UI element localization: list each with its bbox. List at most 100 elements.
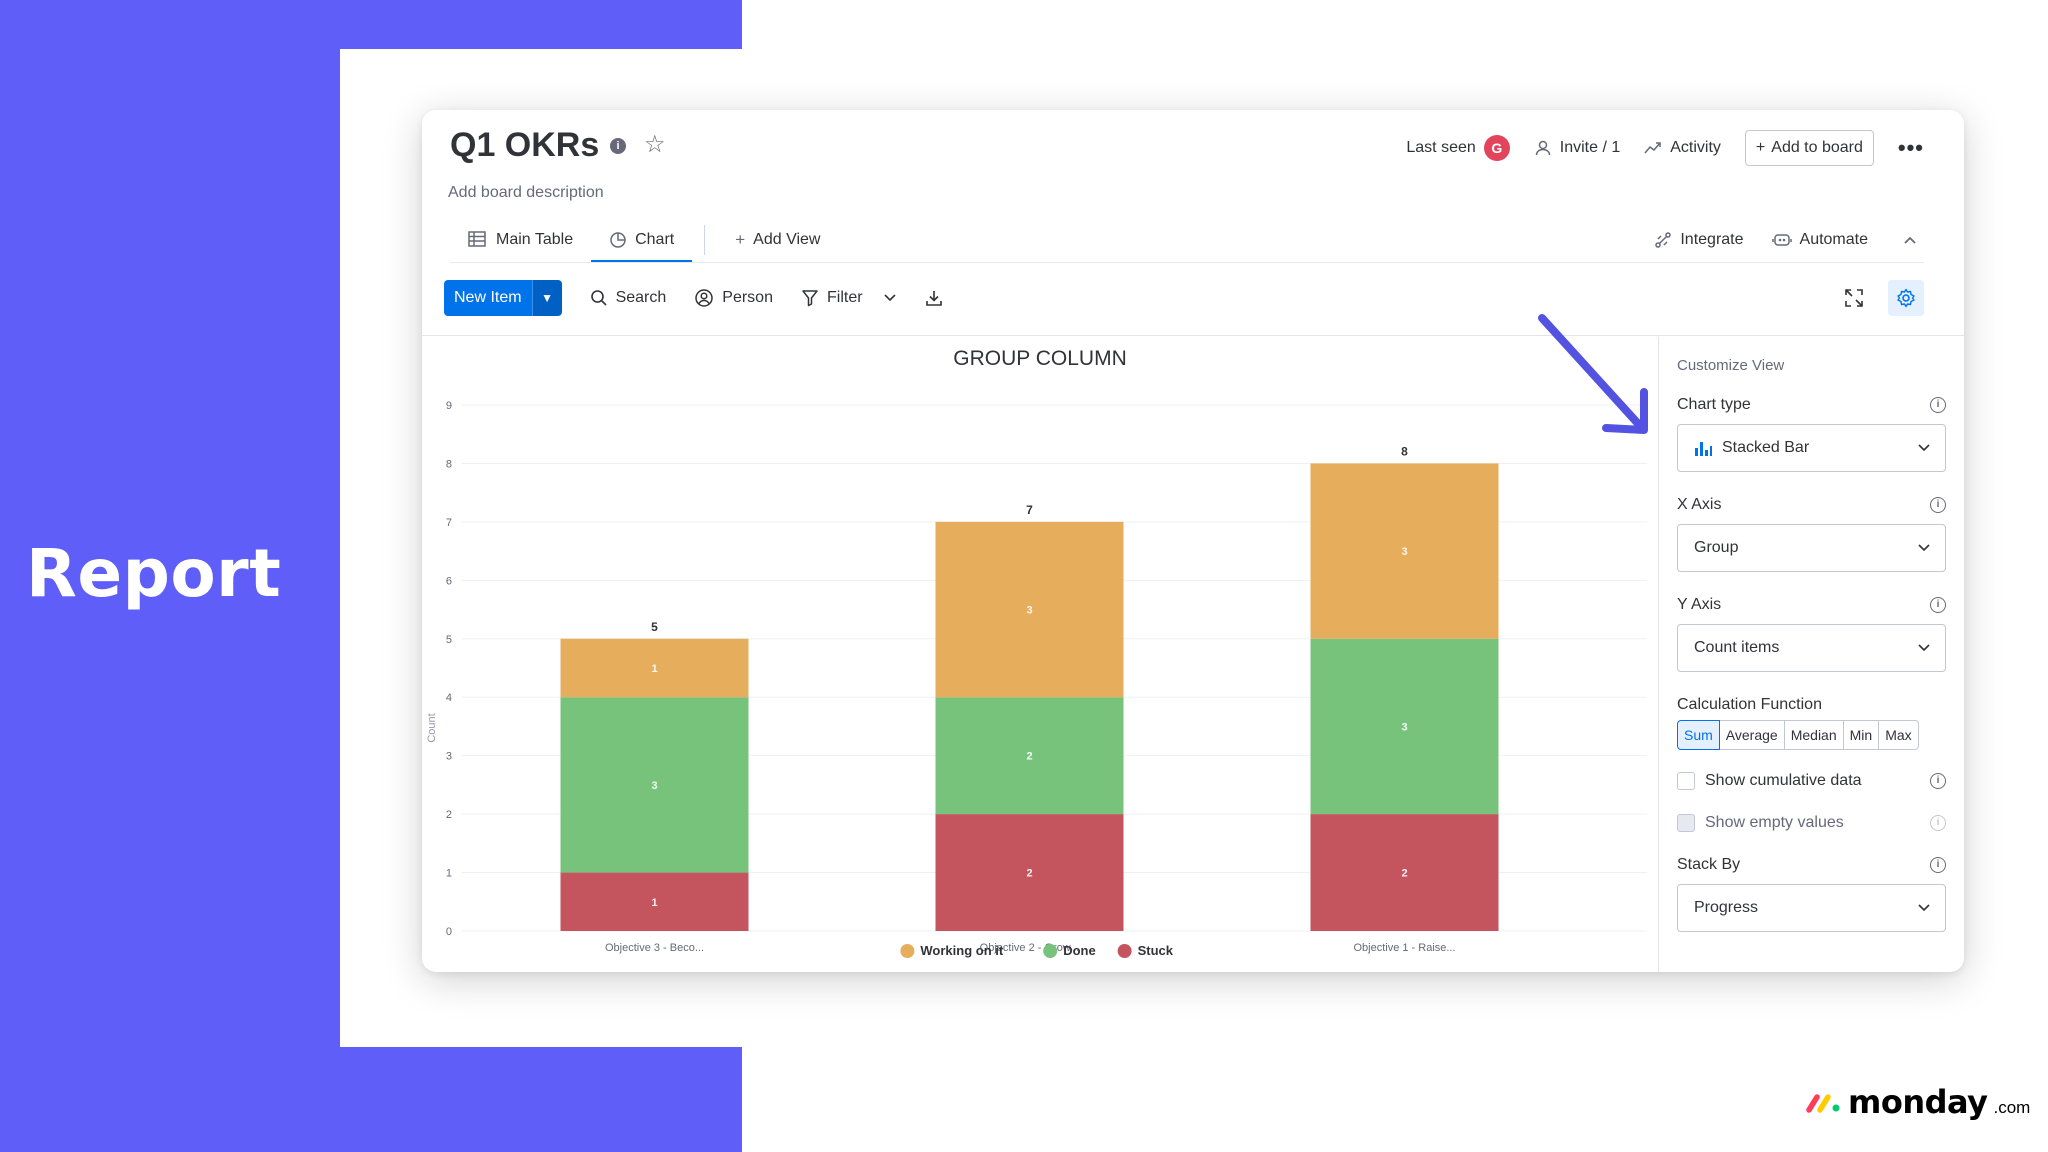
bar-segment-label: 3 [1026,605,1032,617]
fullscreen-icon[interactable] [1844,288,1864,308]
bar-segment-label: 3 [1401,721,1407,733]
view-tabs: Main Table Chart + Add View [450,218,838,262]
robot-icon [1771,234,1792,246]
y-tick-label: 3 [446,751,452,763]
last-seen[interactable]: Last seen G [1406,135,1510,161]
view-actions: Integrate Automate [1654,218,1924,262]
y-axis-row: Y Axis i [1677,596,1946,614]
x-axis-row: X Axis i [1677,496,1946,514]
y-axis-dropdown[interactable]: Count items [1677,624,1946,672]
bar-segment-label: 3 [1401,546,1407,558]
chart-type-dropdown[interactable]: Stacked Bar [1677,424,1946,472]
empty-values-row: Show empty values i [1677,814,1946,832]
calculation-function-label: Calculation Function [1677,696,1822,713]
calc-median-button[interactable]: Median [1784,720,1844,750]
last-seen-label: Last seen [1406,139,1476,156]
bar-total-label: 8 [1401,444,1408,458]
info-icon[interactable]: i [1930,857,1946,873]
bar-segment [1310,814,1499,931]
slide-heading: Report [26,535,282,612]
chevron-down-icon[interactable]: ▼ [531,280,562,316]
search-icon [590,290,607,306]
board-title[interactable]: Q1 OKRs [450,126,600,164]
board-window: Q1 OKRs i ☆ Add board description Last s… [422,110,1964,972]
chart-type-value: Stacked Bar [1722,439,1810,456]
calc-max-button[interactable]: Max [1879,720,1919,750]
export-button[interactable] [925,289,943,307]
y-tick-label: 1 [446,868,452,880]
bar-segment [560,638,749,698]
collapse-header-button[interactable] [1896,226,1924,254]
calc-sum-button[interactable]: Sum [1677,720,1720,750]
invite-label: Invite / 1 [1559,139,1621,156]
settings-button[interactable] [1888,280,1924,316]
search-button[interactable]: Search [590,289,666,307]
info-icon[interactable]: i [1930,597,1946,613]
cumulative-data-checkbox[interactable] [1677,772,1695,790]
new-item-label[interactable]: New Item [444,280,532,316]
automate-button[interactable]: Automate [1771,231,1868,249]
bar-segment [935,521,1124,698]
filter-icon [802,290,818,307]
empty-values-checkbox[interactable] [1677,814,1695,832]
add-to-board-button[interactable]: + Add to board [1744,130,1874,166]
bar-segment-label: 2 [1026,868,1032,880]
bar-segment [935,814,1124,931]
calc-min-button[interactable]: Min [1843,720,1880,750]
info-icon[interactable]: i [1930,497,1946,513]
bar-segment [1310,638,1499,815]
tab-chart[interactable]: Chart [591,218,693,262]
bar-segment-label: 2 [1026,751,1032,763]
stack-by-row: Stack By i [1677,856,1946,874]
legend-label: Working on it [920,943,1003,958]
new-item-button[interactable]: New Item ▼ [444,280,562,316]
board-header: Q1 OKRs i ☆ Add board description Last s… [422,110,1964,336]
info-icon[interactable]: i [1930,773,1946,789]
tab-add-view-label: Add View [753,231,821,248]
pie-chart-icon [610,232,626,248]
bar-segment [1310,463,1499,639]
brand-logo: monday .com [1806,1083,2030,1121]
header-actions: Last seen G Invite / 1 Activity + Add to… [1406,130,1924,166]
y-tick-label: 7 [446,517,452,529]
tab-divider [704,225,706,255]
board-description[interactable]: Add board description [448,184,604,201]
y-axis-label: Count [426,713,438,742]
info-icon[interactable]: i [1930,397,1946,413]
tab-add-view[interactable]: + Add View [717,218,838,262]
y-tick-label: 6 [446,575,452,587]
invite-button[interactable]: Invite / 1 [1534,139,1620,157]
chart-area: GROUP COLUMN 0 1 2 3 4 5 6 7 8 9 Count 1 3 1 5 Objective… [422,337,1658,972]
chevron-down-icon[interactable] [883,293,897,303]
star-icon[interactable]: ☆ [644,131,666,158]
more-options-icon[interactable]: ••• [1897,135,1924,160]
person-filter-button[interactable]: Person [694,288,773,308]
avatar[interactable]: G [1483,135,1510,161]
slide-background-top [340,0,742,49]
header-divider [450,262,1924,263]
y-tick-label: 0 [446,926,452,938]
download-icon [925,291,942,306]
y-tick-label: 8 [446,458,452,470]
bar-chart-icon [1694,440,1712,456]
tab-chart-label: Chart [635,231,675,248]
stack-by-dropdown[interactable]: Progress [1677,884,1946,932]
plus-icon: + [1755,139,1766,156]
filter-label: Filter [826,289,863,306]
info-icon[interactable]: i [610,138,626,154]
integrate-button[interactable]: Integrate [1654,231,1744,249]
calc-average-button[interactable]: Average [1719,720,1785,750]
activity-button[interactable]: Activity [1644,139,1721,157]
automate-label: Automate [1799,231,1868,248]
calculation-function-group: Sum Average Median Min Max [1677,720,1946,750]
filter-button[interactable]: Filter [801,289,897,307]
x-tick-label: Objective 1 - Raise... [1353,942,1455,954]
bar-segment [935,697,1124,815]
info-icon: i [1930,815,1946,831]
bar-segment-label: 2 [1401,868,1407,880]
x-axis-dropdown[interactable]: Group [1677,524,1946,572]
tab-main-table[interactable]: Main Table [450,218,591,262]
legend-swatch [900,944,915,958]
bar-segment [560,697,749,873]
legend-label: Stuck [1138,943,1174,958]
